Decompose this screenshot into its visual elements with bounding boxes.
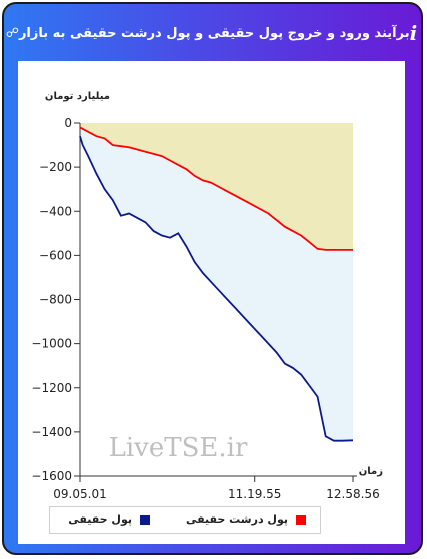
legend-item-real[interactable]: پول حقیقی xyxy=(68,513,150,526)
series-line-real xyxy=(79,135,354,442)
card-frame: i برآیند ورود و خروج پول حقیقی و پول درش… xyxy=(2,2,423,555)
y-tick-label: −400 xyxy=(39,204,72,218)
legend-swatch-big-real xyxy=(296,514,306,525)
y-tick-label: −1200 xyxy=(31,381,72,395)
y-tick-label: −200 xyxy=(39,160,72,174)
legend-label-big-real: پول درشت حقیقی xyxy=(185,513,288,526)
x-tick-label: 11.19.55 xyxy=(228,487,281,501)
y-axis-label: میلیارد تومان xyxy=(45,91,110,102)
info-icon[interactable]: i xyxy=(409,21,418,45)
watermark: LiveTSE.ir xyxy=(109,433,248,463)
area-big-real xyxy=(80,123,353,250)
y-tick-label: −1400 xyxy=(31,425,72,439)
series-line-big-real xyxy=(79,126,353,251)
x-tick-label: 09.05.01 xyxy=(53,487,106,501)
y-tick-label: 0 xyxy=(64,116,72,130)
link-icon[interactable]: ☍ xyxy=(5,25,19,41)
legend-label-real: پول حقیقی xyxy=(68,513,132,526)
chart-title: برآیند ورود و خروج پول حقیقی و پول درشت … xyxy=(18,25,410,41)
chart-panel: 0 −200 −400 −600 −800 −1000 −1200 −1400 −1600 09.… xyxy=(18,61,405,544)
chart-svg: 0 −200 −400 −600 −800 −1000 −1200 −1400 −1600 09.… xyxy=(31,91,383,501)
x-tick-label: 12.58.56 xyxy=(326,487,379,501)
x-axis-label: زمان xyxy=(359,466,383,477)
y-tick-label: −1600 xyxy=(31,469,72,483)
y-tick-label: −600 xyxy=(39,248,72,262)
legend: پول حقیقی پول درشت حقیقی xyxy=(49,506,321,534)
chart-header: i برآیند ورود و خروج پول حقیقی و پول درش… xyxy=(4,4,421,62)
legend-swatch-real xyxy=(140,514,150,525)
y-tick-label: −1000 xyxy=(31,337,72,351)
y-tick-label: −800 xyxy=(39,293,72,307)
legend-item-big-real[interactable]: پول درشت حقیقی xyxy=(186,513,306,526)
